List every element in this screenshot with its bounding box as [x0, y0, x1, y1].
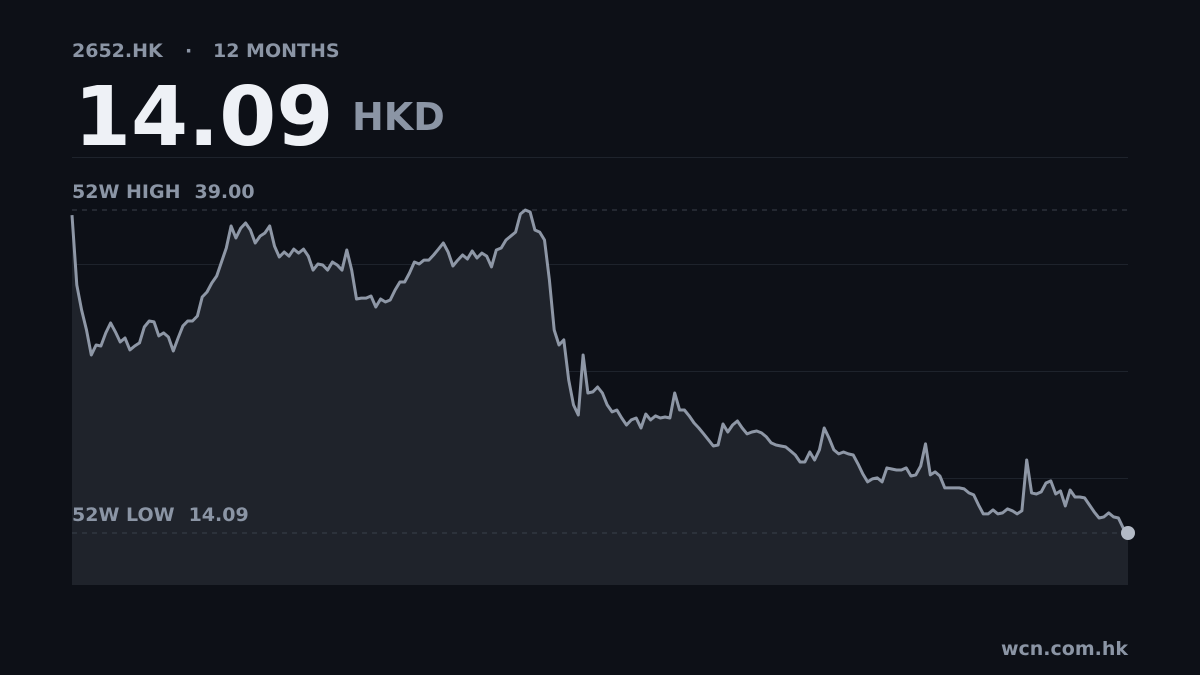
high-text: 52W HIGH [72, 181, 180, 203]
area [72, 210, 1128, 585]
price-line [70, 208, 1130, 535]
high-label: 52W HIGH 39.00 [72, 181, 255, 203]
currency: HKD [352, 95, 445, 139]
low-label: 52W LOW 14.09 [72, 504, 249, 526]
ticker: 2652.HK [72, 40, 164, 62]
price: 14.09 [74, 70, 333, 165]
low-value: 14.09 [189, 504, 249, 526]
high-value: 39.00 [194, 181, 254, 203]
separator: · [185, 40, 192, 62]
source: wcn.com.hk [1001, 638, 1128, 660]
low-text: 52W LOW [72, 504, 175, 526]
period: 12 MONTHS [213, 40, 340, 62]
plot: 52W HIGH 39.00 52W LOW 14.09 [70, 181, 1135, 585]
last-point [1121, 526, 1135, 541]
